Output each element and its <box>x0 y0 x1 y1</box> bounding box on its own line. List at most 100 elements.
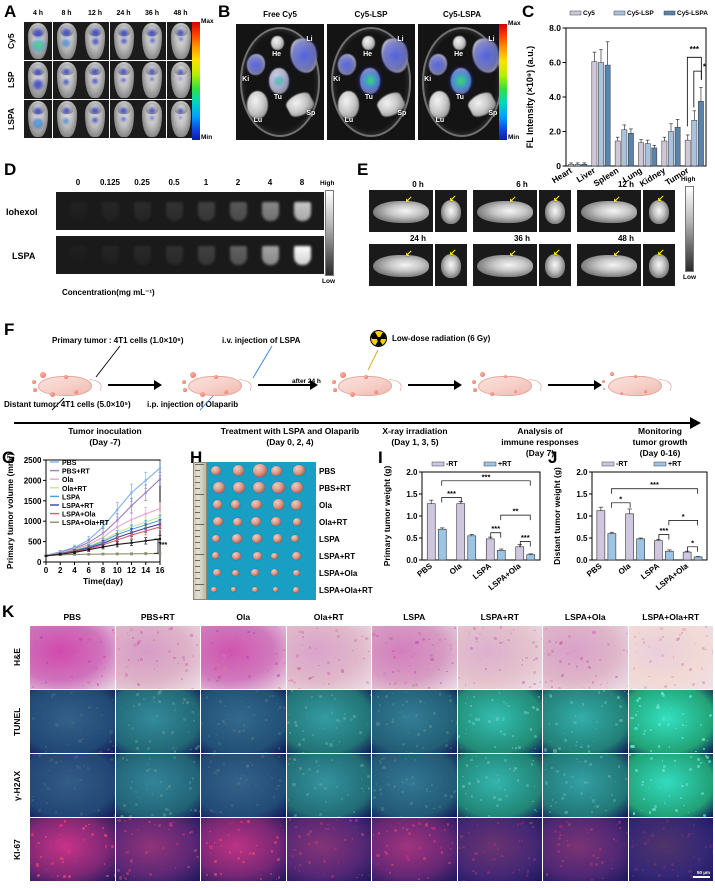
ct-axial-image: ↙ <box>539 190 571 232</box>
tissue-speckle <box>103 655 106 659</box>
svg-text:+RT: +RT <box>498 461 512 468</box>
svg-text:1500: 1500 <box>24 497 42 506</box>
tissue-speckle <box>63 795 65 797</box>
tissue-speckle <box>410 776 415 780</box>
panel-i: I 0.0 0.5 1.0 1.5 2.0 Primary tumor weight (g… <box>378 448 548 604</box>
ruler-tick <box>195 476 200 477</box>
tissue-speckle <box>132 705 135 707</box>
tissue-speckle <box>348 819 353 823</box>
ruler-tick <box>195 542 200 543</box>
tissue-speckle <box>136 692 140 696</box>
svg-text:1.0: 1.0 <box>406 512 418 521</box>
tissue-speckle <box>516 847 519 850</box>
tissue-speckle <box>433 840 437 844</box>
tissue-speckle <box>449 847 452 850</box>
tissue-speckle <box>217 678 221 682</box>
tissue-speckle <box>124 851 127 854</box>
tissue-speckle <box>330 693 333 697</box>
tissue-speckle <box>311 696 313 698</box>
tissue-speckle <box>284 796 286 799</box>
tissue-speckle <box>210 809 213 812</box>
ct-well <box>134 246 151 265</box>
timeline-step: X-ray irradiation (Day 1, 3, 5) <box>335 426 495 448</box>
tissue-speckle <box>87 660 91 663</box>
tissue-speckle <box>596 856 599 859</box>
tissue-speckle <box>575 665 578 668</box>
annotation-after-24h: after 24 h <box>292 378 321 385</box>
tissue-speckle <box>594 727 596 729</box>
tissue-speckle <box>446 671 448 673</box>
panel-d-colorbar-high: High <box>320 180 335 187</box>
tissue-speckle <box>62 765 65 767</box>
row-label: γ-H2AX <box>12 770 22 801</box>
tumor-nodule <box>472 380 476 384</box>
tissue-speckle <box>418 822 421 825</box>
tissue-speckle <box>378 710 380 713</box>
tissue-speckle <box>457 735 461 738</box>
timeline-step: Monitoring tumor growth (Day 0-16) <box>605 426 715 459</box>
annotation-radiation: Low-dose radiation (6 Gy) <box>392 334 491 343</box>
tissue-speckle <box>618 827 621 829</box>
tissue-speckle <box>44 681 48 684</box>
tissue-speckle <box>647 644 650 647</box>
tissue-speckle <box>703 747 706 750</box>
ct-well <box>198 202 215 221</box>
tissue-speckle <box>368 637 370 640</box>
tissue-speckle <box>471 857 475 861</box>
tissue-speckle <box>681 736 684 739</box>
tissue-speckle <box>128 818 131 821</box>
svg-text:*: * <box>682 512 685 521</box>
tissue-speckle <box>216 733 218 736</box>
tissue-speckle <box>83 839 86 841</box>
group-label: Free Cy5 <box>263 10 297 19</box>
tissue-speckle <box>299 852 303 855</box>
tissue-speckle <box>52 675 56 679</box>
tissue-speckle <box>282 648 285 651</box>
tissue-speckle <box>711 850 713 853</box>
tissue-speckle <box>507 638 510 641</box>
excised-tumor <box>251 569 259 577</box>
tissue-speckle <box>143 697 146 700</box>
tissue-speckle <box>417 733 421 737</box>
tissue-speckle <box>546 874 549 877</box>
tissue-speckle <box>86 681 90 685</box>
ruler-tick <box>195 500 200 501</box>
ruler <box>193 462 207 600</box>
tissue-speckle <box>438 806 441 809</box>
tissue-speckle <box>392 692 394 695</box>
mouse-body-shape <box>188 376 242 396</box>
ct-well <box>230 202 247 221</box>
organ-label-He: He <box>363 50 373 58</box>
process-arrow <box>258 384 310 386</box>
excised-tumor <box>233 517 243 526</box>
tissue-speckle <box>376 722 380 726</box>
tissue-speckle <box>365 637 368 640</box>
tissue-speckle <box>558 830 561 834</box>
tissue-speckle <box>446 776 449 778</box>
tissue-speckle <box>330 874 335 878</box>
tissue-speckle <box>176 662 179 665</box>
tissue-speckle <box>503 701 506 703</box>
tissue-speckle <box>245 778 248 782</box>
tissue-speckle <box>201 722 203 725</box>
tissue-speckle <box>448 644 452 648</box>
svg-text:***: *** <box>521 533 530 542</box>
tissue-speckle <box>331 759 334 762</box>
svg-text:1.5: 1.5 <box>406 490 418 499</box>
tissue-speckle <box>222 720 226 724</box>
tissue-speckle <box>476 778 478 781</box>
tissue-speckle <box>547 652 551 657</box>
tissue-speckle <box>67 875 71 879</box>
tissue-speckle <box>49 760 52 762</box>
ct-axial-body <box>440 254 462 278</box>
panel-b-letter: B <box>218 2 231 21</box>
tissue-speckle <box>526 870 530 873</box>
tissue-speckle <box>162 813 167 817</box>
tissue-speckle <box>242 701 245 703</box>
excised-tumor <box>292 517 302 526</box>
tissue-speckle <box>284 662 286 665</box>
tissue-speckle <box>470 794 474 798</box>
tissue-speckle <box>104 728 107 731</box>
tissue-speckle <box>152 696 156 699</box>
